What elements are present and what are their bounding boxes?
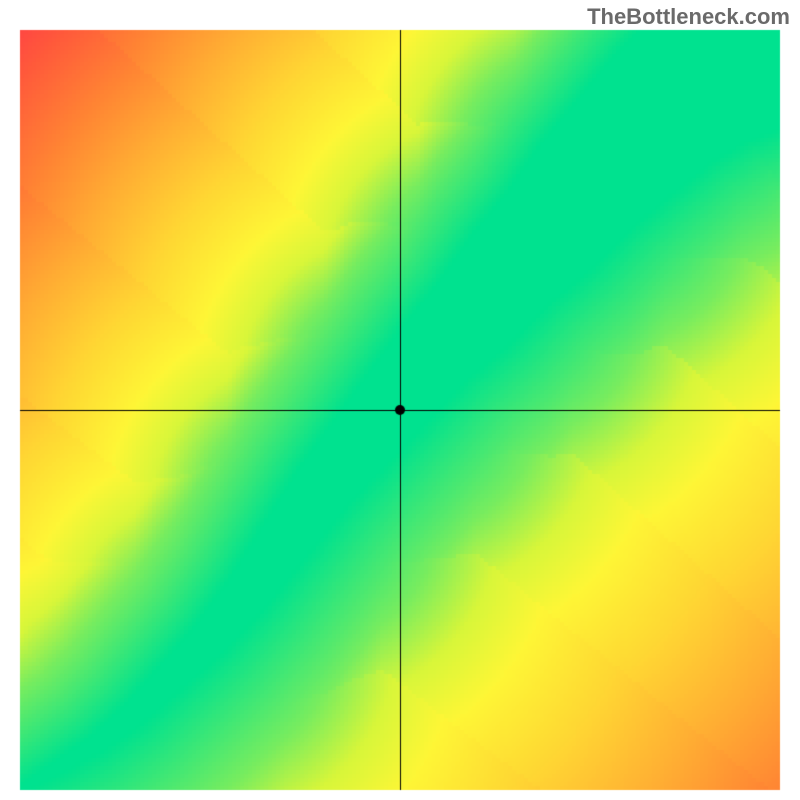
watermark-text: TheBottleneck.com bbox=[587, 4, 790, 30]
chart-container: TheBottleneck.com bbox=[0, 0, 800, 800]
heatmap-canvas bbox=[0, 0, 800, 800]
